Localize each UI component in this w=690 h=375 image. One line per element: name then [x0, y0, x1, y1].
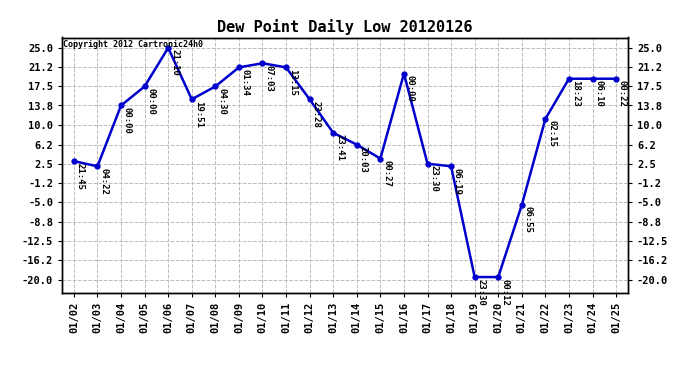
- Text: 02:15: 02:15: [547, 120, 556, 147]
- Text: 06:55: 06:55: [524, 207, 533, 233]
- Text: 19:51: 19:51: [194, 101, 203, 128]
- Text: 21:45: 21:45: [76, 163, 85, 189]
- Text: 04:22: 04:22: [99, 168, 108, 195]
- Text: 23:41: 23:41: [335, 134, 344, 161]
- Text: 00:12: 00:12: [500, 279, 509, 306]
- Text: 06:19: 06:19: [453, 168, 462, 195]
- Text: Copyright 2012 Cartronic24h0: Copyright 2012 Cartronic24h0: [63, 40, 204, 49]
- Text: 04:30: 04:30: [217, 88, 226, 115]
- Text: 23:28: 23:28: [311, 101, 321, 128]
- Text: 21:10: 21:10: [170, 50, 179, 76]
- Title: Dew Point Daily Low 20120126: Dew Point Daily Low 20120126: [217, 19, 473, 35]
- Text: 18:23: 18:23: [571, 80, 580, 107]
- Text: 00:00: 00:00: [123, 107, 132, 134]
- Text: 23:30: 23:30: [429, 165, 438, 192]
- Text: 07:03: 07:03: [264, 65, 273, 92]
- Text: 20:03: 20:03: [359, 146, 368, 173]
- Text: 00:22: 00:22: [618, 80, 627, 107]
- Text: 00:27: 00:27: [382, 160, 391, 187]
- Text: 06:10: 06:10: [594, 80, 604, 107]
- Text: 01:34: 01:34: [241, 69, 250, 96]
- Text: 00:00: 00:00: [406, 75, 415, 102]
- Text: 00:00: 00:00: [146, 88, 155, 115]
- Text: 13:15: 13:15: [288, 69, 297, 96]
- Text: 23:30: 23:30: [477, 279, 486, 306]
